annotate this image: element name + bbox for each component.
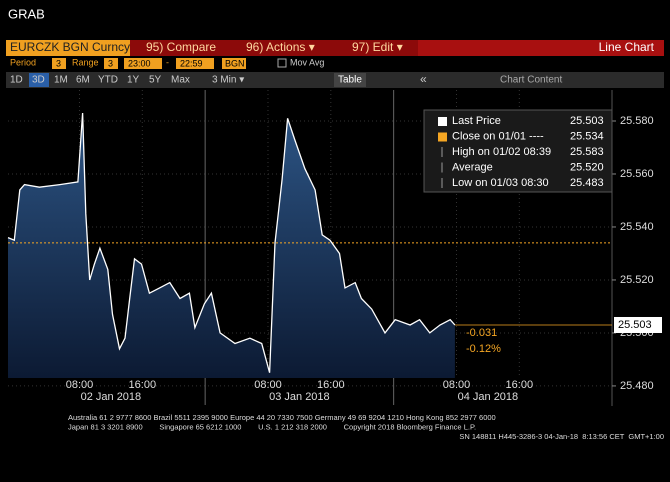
range-tab[interactable]: 6M xyxy=(76,75,90,86)
input-value[interactable]: 3 xyxy=(108,58,113,68)
footer: Australia 61 2 9777 8600 Brazil 5511 239… xyxy=(68,413,664,441)
price-line xyxy=(7,112,456,373)
range-tab[interactable]: YTD xyxy=(98,75,118,86)
toolbar-button[interactable]: 95) Compare xyxy=(146,40,216,54)
y-tick-label: 25.520 xyxy=(620,274,654,286)
range-tab[interactable]: 1D xyxy=(10,75,23,86)
plot: 25.48025.50025.52025.54025.56025.58008:0… xyxy=(7,90,662,405)
x-tick-label: 08:00 xyxy=(66,379,94,391)
date-label: 03 Jan 2018 xyxy=(269,391,330,403)
y-tick-label: 25.560 xyxy=(620,168,654,180)
stat-label: High on 01/02 08:39 xyxy=(452,146,551,158)
checkbox[interactable] xyxy=(277,58,287,68)
chart-type-box[interactable] xyxy=(418,40,664,56)
separator: - xyxy=(166,57,169,67)
legend-icon xyxy=(438,132,447,142)
area xyxy=(8,113,455,378)
x-tick-label: 16:00 xyxy=(129,379,157,391)
x-tick-label: 08:00 xyxy=(254,379,282,391)
x-tick-label: 16:00 xyxy=(506,379,534,391)
range-tab[interactable]: 1Y xyxy=(127,75,140,86)
input[interactable] xyxy=(104,58,118,69)
input-value[interactable]: 3 xyxy=(56,58,61,68)
input-value[interactable]: 22:59 xyxy=(180,58,203,68)
y-tick-label: 25.480 xyxy=(620,380,654,392)
last-price-box xyxy=(614,316,662,333)
date-label: 02 Jan 2018 xyxy=(81,391,142,403)
stat-value: 25.534 xyxy=(570,130,604,142)
window-title: GRAB xyxy=(8,6,45,21)
stat-label: Close on 01/01 ---- xyxy=(452,130,544,142)
range-tab[interactable]: 5Y xyxy=(149,75,162,86)
footer-line: Japan 81 3 3201 8900 Singapore 65 6212 1… xyxy=(68,422,476,431)
input[interactable] xyxy=(222,58,246,69)
input[interactable] xyxy=(52,58,66,69)
footer-line: Australia 61 2 9777 8600 Brazil 5511 239… xyxy=(68,413,496,422)
range-tab[interactable]: 3D xyxy=(32,75,45,86)
y-tick-label: 25.580 xyxy=(620,115,654,127)
change-pct: -0.12% xyxy=(466,343,501,355)
stat-value: 25.520 xyxy=(570,161,604,173)
collapse[interactable]: « xyxy=(420,72,427,86)
table-label[interactable]: Table xyxy=(338,75,362,86)
stat-value: 25.483 xyxy=(570,177,604,189)
last-price-label: 25.503 xyxy=(618,319,652,331)
input[interactable] xyxy=(124,58,162,69)
toolbar-button[interactable]: 96) Actions ▾ xyxy=(246,40,315,54)
stat-label: Last Price xyxy=(452,115,501,127)
x-tick-label: 08:00 xyxy=(443,379,471,391)
stats-box xyxy=(423,109,613,193)
legend-icon xyxy=(438,117,447,126)
x-tick-label: 16:00 xyxy=(317,379,345,391)
stat-label: Low on 01/03 08:30 xyxy=(452,177,549,189)
interval[interactable]: 3 Min ▾ xyxy=(212,75,244,86)
input-value[interactable]: BGN xyxy=(225,58,245,68)
chart-type[interactable]: Line Chart xyxy=(599,40,655,54)
tab-active[interactable] xyxy=(29,73,49,87)
label: Period xyxy=(10,57,36,67)
label[interactable]: Mov Avg xyxy=(290,57,324,67)
stats: Last Price 25.503 Close on 01/01 ---- 25.53… xyxy=(438,115,604,189)
range-tab[interactable]: 1M xyxy=(54,75,68,86)
date-label: 04 Jan 2018 xyxy=(458,391,519,403)
range-tabs: 1D 3D 1M 6M YTD 1Y 5Y Max xyxy=(10,73,190,87)
change: -0.031 xyxy=(466,327,497,339)
stat-value: 25.583 xyxy=(570,146,604,158)
table-button[interactable] xyxy=(334,73,366,87)
y-tick-label: 25.540 xyxy=(620,221,654,233)
security-box[interactable] xyxy=(6,40,130,56)
label: Range xyxy=(72,57,99,67)
footer-line: SN 148811 H445-3286-3 04-Jan-18 8:13:56 … xyxy=(459,432,664,441)
input-value[interactable]: 23:00 xyxy=(128,58,151,68)
toolbar-button[interactable]: 97) Edit ▾ xyxy=(352,40,403,54)
stat-label: Average xyxy=(452,161,493,173)
chart-content[interactable]: Chart Content xyxy=(500,75,562,86)
range-tab[interactable]: Max xyxy=(171,75,190,86)
stat-value: 25.503 xyxy=(570,115,604,127)
security[interactable]: EURCZK BGN Curncy xyxy=(10,40,130,54)
input[interactable] xyxy=(176,58,214,69)
